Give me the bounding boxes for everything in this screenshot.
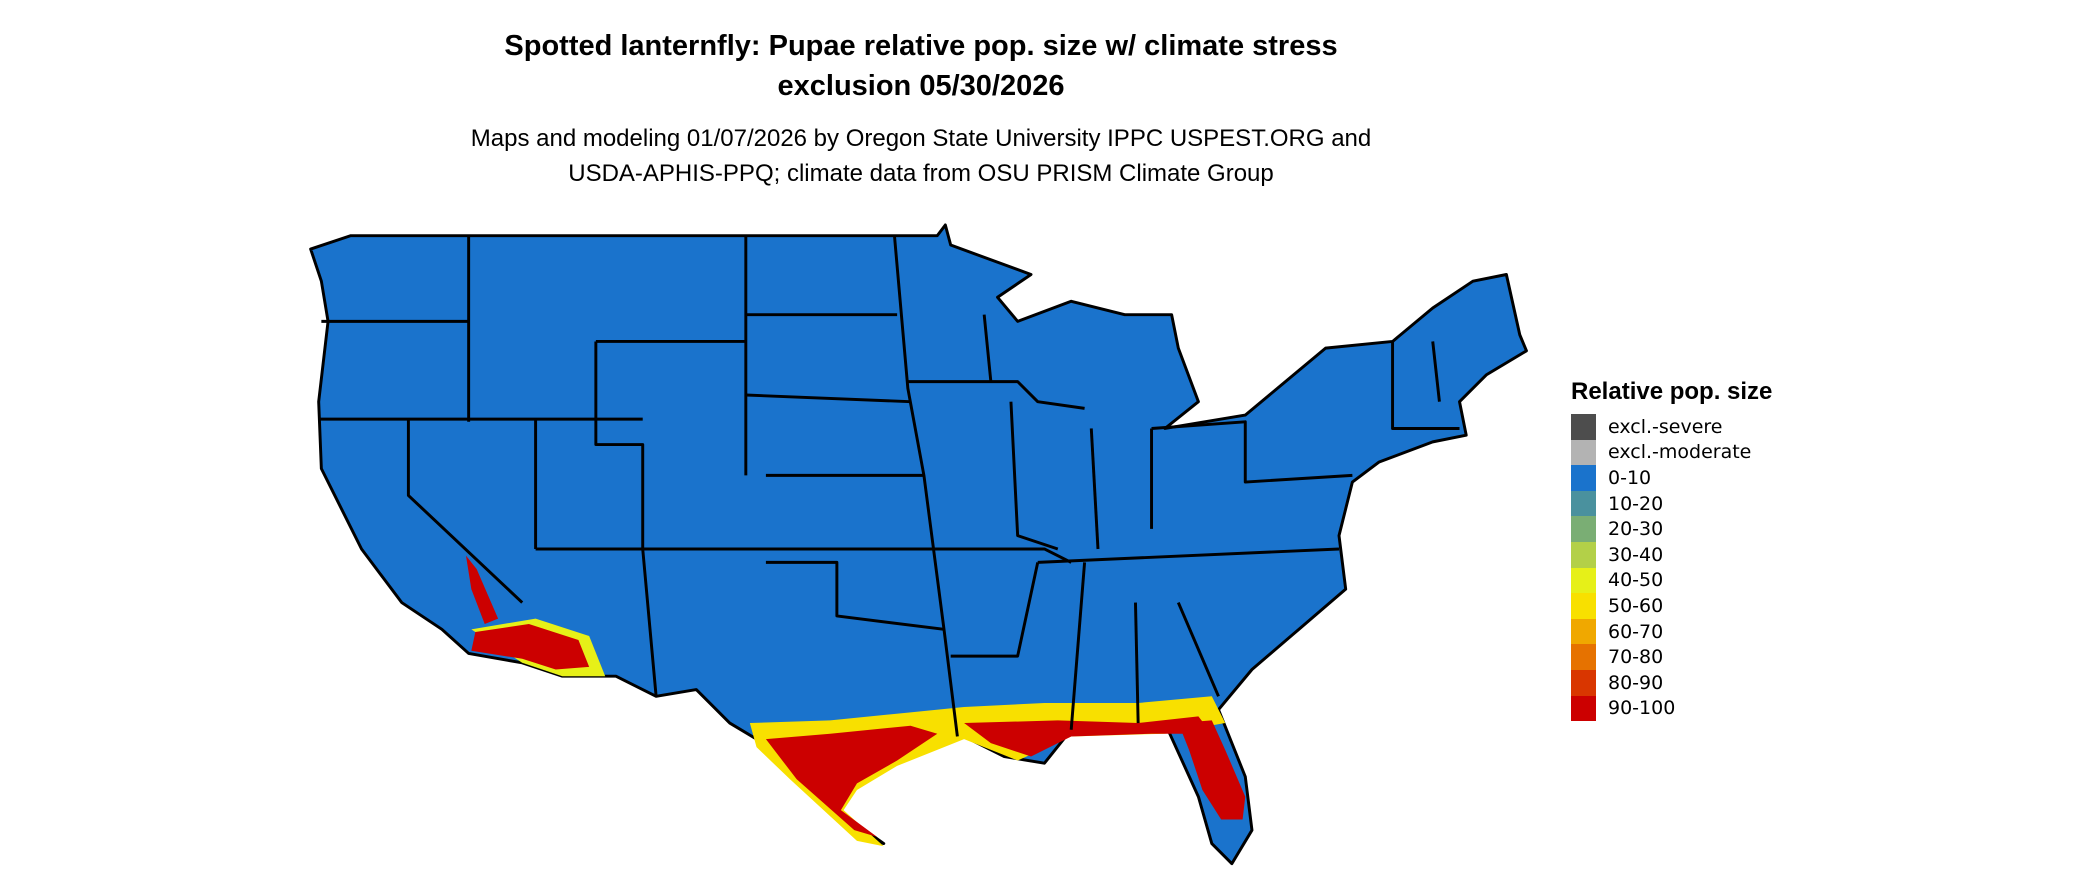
legend-swatch bbox=[1571, 695, 1596, 722]
legend-label: 40-50 bbox=[1608, 569, 1664, 592]
legend-item: 90-100 bbox=[1571, 695, 1772, 722]
legend-swatch bbox=[1571, 593, 1596, 619]
legend-item: 20-30 bbox=[1571, 516, 1772, 542]
legend: Relative pop. size excl.-severe excl.-mod… bbox=[1571, 378, 1773, 722]
zone-red-arizona bbox=[471, 623, 590, 670]
legend-swatch bbox=[1571, 567, 1596, 594]
legend-item: excl.-severe bbox=[1571, 414, 1772, 440]
legend-label: 50-60 bbox=[1608, 594, 1664, 617]
legend-swatch bbox=[1571, 644, 1596, 670]
legend-label: excl.-moderate bbox=[1608, 441, 1752, 464]
map-subtitle-line-1: Maps and modeling 01/07/2026 by Oregon S… bbox=[470, 125, 1372, 152]
legend-swatch bbox=[1571, 618, 1596, 645]
legend-item: 0-10 bbox=[1571, 465, 1772, 491]
map-subtitle-line-2: USDA-APHIS-PPQ; climate data from OSU PR… bbox=[568, 160, 1274, 187]
state-borders bbox=[318, 235, 1460, 737]
legend-swatch bbox=[1571, 541, 1596, 568]
legend-label: excl.-severe bbox=[1608, 415, 1723, 438]
zone-red-texas bbox=[765, 725, 938, 837]
map-title-line-1: Spotted lanternfly: Pupae relative pop. … bbox=[504, 30, 1338, 62]
legend-label: 10-20 bbox=[1608, 492, 1664, 515]
legend-swatch bbox=[1571, 669, 1596, 696]
legend-swatch bbox=[1571, 490, 1596, 517]
legend-swatch bbox=[1571, 439, 1596, 466]
us-outline bbox=[309, 223, 1528, 866]
legend-item: 60-70 bbox=[1571, 618, 1772, 645]
legend-item: 70-80 bbox=[1571, 644, 1772, 670]
zone-red-florida bbox=[1178, 720, 1246, 820]
legend-swatch bbox=[1571, 414, 1596, 440]
legend-item: 80-90 bbox=[1571, 669, 1772, 696]
legend-items: excl.-severe excl.-moderate 0-10 10-20 20-30… bbox=[1571, 414, 1772, 722]
legend-item: 50-60 bbox=[1571, 593, 1772, 619]
legend-item: 40-50 bbox=[1571, 567, 1772, 594]
legend-item: excl.-moderate bbox=[1571, 439, 1772, 466]
zone-red-california bbox=[465, 555, 499, 624]
legend-swatch bbox=[1571, 465, 1596, 491]
legend-label: 0-10 bbox=[1608, 466, 1652, 489]
legend-label: 90-100 bbox=[1608, 697, 1676, 720]
hot-zones bbox=[465, 555, 1246, 847]
legend-title: Relative pop. size bbox=[1571, 378, 1773, 405]
legend-label: 60-70 bbox=[1608, 620, 1664, 643]
legend-swatch bbox=[1571, 516, 1596, 542]
legend-label: 30-40 bbox=[1608, 543, 1664, 566]
legend-item: 30-40 bbox=[1571, 541, 1772, 568]
zone-red-gulf bbox=[964, 716, 1212, 757]
legend-label: 80-90 bbox=[1608, 671, 1664, 694]
legend-item: 10-20 bbox=[1571, 490, 1772, 517]
map-title-line-2: exclusion 05/30/2026 bbox=[777, 70, 1065, 102]
legend-label: 20-30 bbox=[1608, 518, 1664, 541]
legend-label: 70-80 bbox=[1608, 646, 1664, 669]
